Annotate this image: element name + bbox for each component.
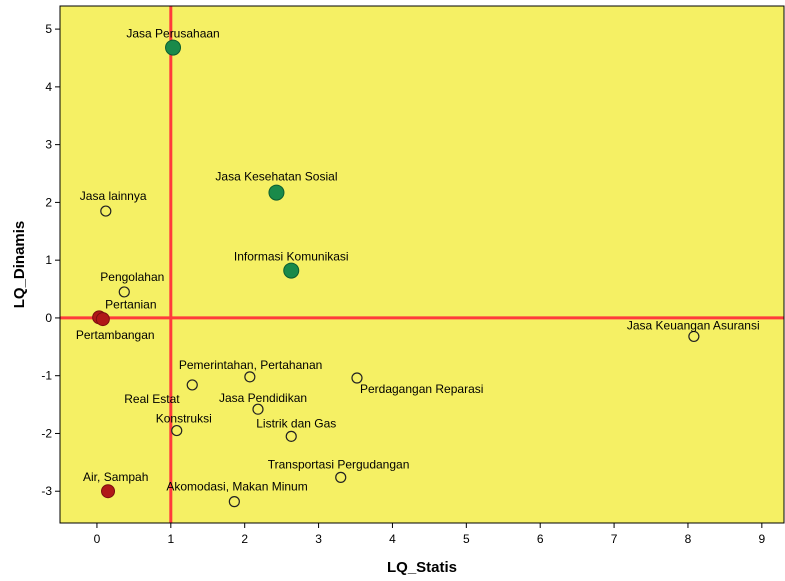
data-point [351,372,363,384]
data-point [285,430,297,442]
y-tick-label: 1 [45,253,52,267]
data-point [252,403,264,415]
point-label: Pengolahan [100,270,164,284]
y-tick-label: 4 [45,80,52,94]
data-point [688,330,700,343]
point-label: Jasa Kesehatan Sosial [215,170,337,184]
point-label: Pertambangan [76,328,155,342]
x-tick-label: 1 [167,532,174,546]
point-label: Real Estat [124,392,180,406]
point-label: Listrik dan Gas [256,416,336,430]
data-point [171,424,183,437]
y-tick-label: 2 [45,195,52,209]
y-tick-label: -2 [41,426,52,440]
data-point [228,496,240,508]
point-label: Akomodasi, Makan Minum [166,480,307,494]
x-tick-label: 5 [463,532,470,546]
point-label: Informasi Komunikasi [234,250,349,264]
x-tick-label: 3 [315,532,322,546]
y-tick-label: -3 [41,484,52,498]
data-point [283,262,300,279]
x-axis-title: LQ_Statis [387,559,457,576]
y-tick-label: 0 [45,311,52,325]
point-label: Jasa Pendidikan [219,391,307,405]
point-label: Jasa Perusahaan [126,27,219,41]
x-tick-label: 7 [611,532,618,546]
plot-area [60,6,784,523]
y-tick-label: 3 [45,138,52,152]
y-tick-label: -1 [41,369,52,383]
data-point [101,484,116,499]
data-point [165,39,182,56]
x-tick-label: 6 [537,532,544,546]
point-label: Pemerintahan, Pertahanan [179,358,322,372]
y-tick-label: 5 [45,22,52,36]
x-tick-label: 0 [94,532,101,546]
data-point [100,205,112,217]
point-label: Air, Sampah [83,470,148,484]
point-label: Konstruksi [156,412,212,426]
data-point [95,312,110,327]
data-point [268,184,285,201]
x-tick-label: 4 [389,532,396,546]
point-label: Transportasi Pergudangan [268,457,410,471]
point-label: Jasa lainnya [80,189,147,203]
x-tick-label: 8 [685,532,692,546]
x-tick-label: 2 [241,532,248,546]
data-point [186,379,198,391]
plot-frame [59,5,785,524]
x-tick-label: 9 [758,532,765,546]
data-point [335,471,347,483]
data-point [118,286,130,298]
y-axis-title: LQ_Dinamis [11,221,28,309]
data-point [244,371,256,383]
point-label: Jasa Keuangan Asuransi [627,318,760,332]
point-label: Pertanian [105,297,156,311]
point-label: Perdagangan Reparasi [360,382,483,396]
